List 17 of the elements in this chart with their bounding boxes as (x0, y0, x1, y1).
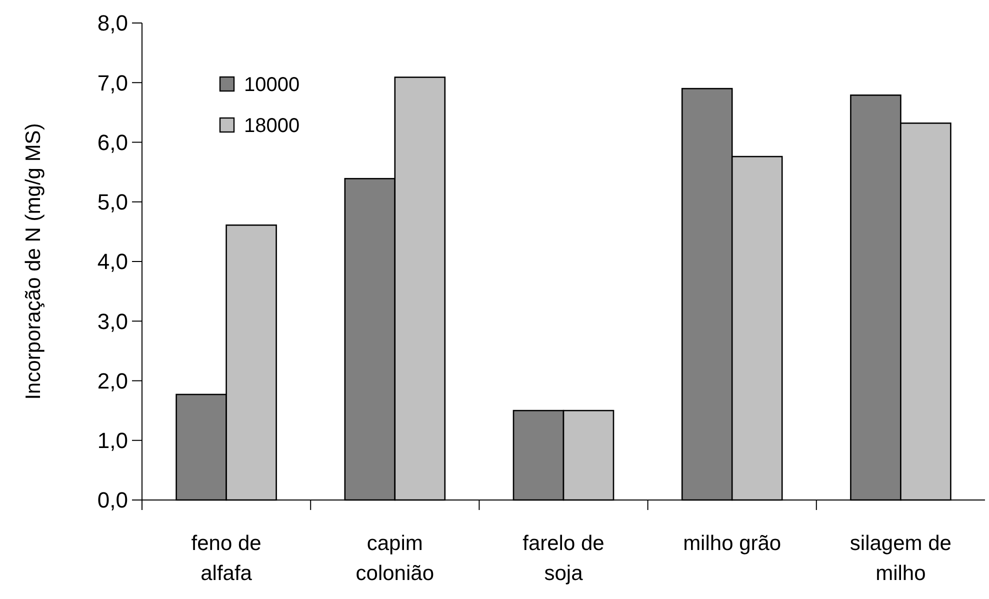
y-tick-label: 3,0 (97, 308, 128, 334)
y-tick-label: 4,0 (97, 249, 128, 274)
y-tick-label: 5,0 (97, 190, 128, 215)
x-tick-label: farelo de soja (522, 532, 604, 585)
x-tick-label: capim colonião (356, 532, 434, 585)
y-tick-label: 6,0 (97, 130, 128, 155)
x-tick-label: milho grão (683, 532, 782, 555)
y-tick-label: 8,0 (97, 10, 128, 36)
y-tick-label: 0,0 (97, 488, 128, 513)
x-tick-label: feno de alfafa (191, 532, 262, 585)
x-tick-label: silagem de milho (850, 532, 952, 585)
y-tick-label: 1,0 (97, 428, 128, 454)
y-tick-label: 7,0 (97, 70, 128, 96)
legend-label: 10000 (244, 74, 300, 96)
y-tick-label: 2,0 (97, 368, 128, 394)
legend-label: 18000 (244, 115, 300, 137)
y-axis-title: Incorporação de N (mg/g MS) (22, 123, 45, 400)
